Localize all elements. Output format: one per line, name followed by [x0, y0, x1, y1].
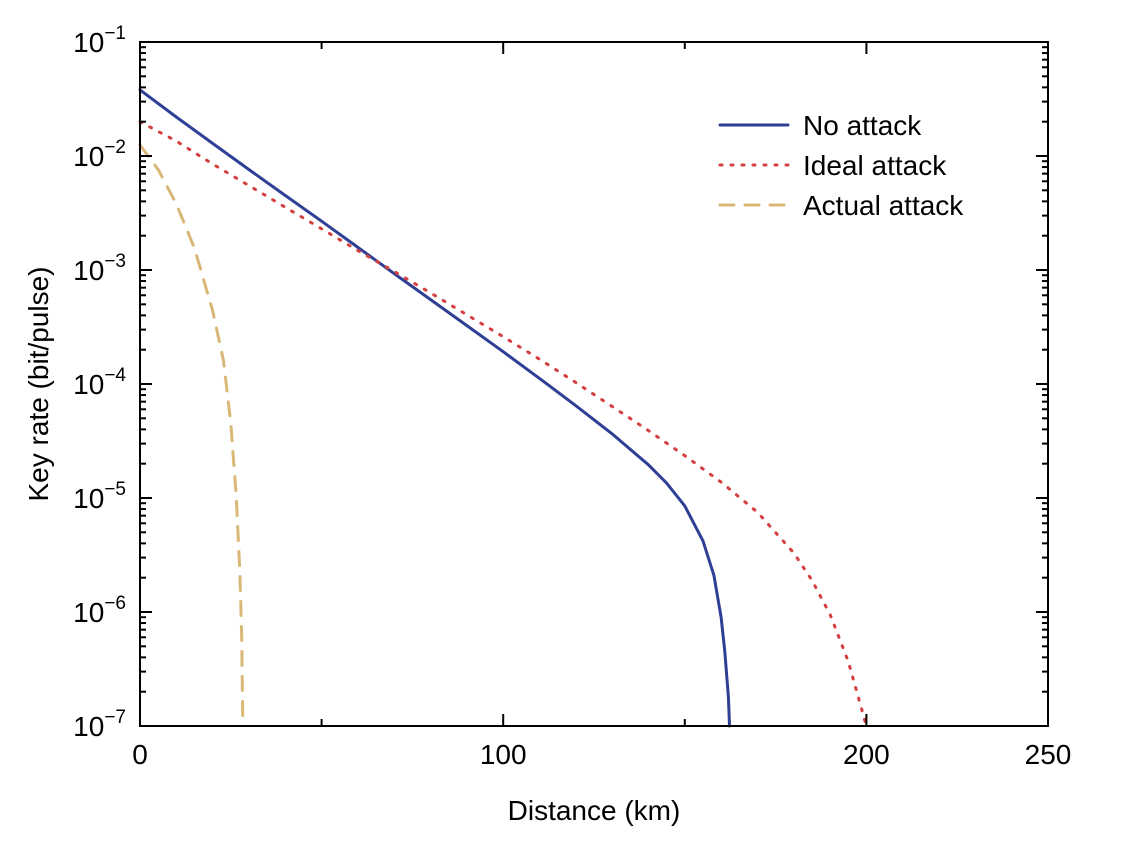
series-layer	[138, 88, 868, 728]
y-tick-label: 10−4	[73, 365, 126, 400]
series-line-2	[138, 143, 245, 728]
x-tick-label: 250	[1025, 739, 1072, 770]
x-tick-label: 0	[132, 739, 148, 770]
legend-label: No attack	[803, 110, 922, 141]
y-tick-label: 10−7	[73, 707, 126, 742]
legend: No attack Ideal attack Actual attack	[718, 110, 964, 221]
y-tick-label: 10−2	[73, 137, 126, 172]
tick-layer	[139, 41, 1049, 727]
x-tick-label: 200	[843, 739, 890, 770]
y-tick-label: 10−3	[73, 251, 126, 286]
y-tick-label: 10−5	[73, 479, 126, 514]
plot-frame	[139, 41, 1049, 727]
y-tick-label: 10−1	[73, 23, 126, 58]
series-line-0	[138, 88, 731, 728]
legend-label: Ideal attack	[803, 150, 947, 181]
y-tick-label: 10−6	[73, 593, 126, 628]
y-axis-title: Key rate (bit/pulse)	[23, 267, 54, 502]
x-tick-label: 100	[480, 739, 527, 770]
legend-label: Actual attack	[803, 190, 964, 221]
series-line-1	[138, 120, 868, 728]
x-axis-title: Distance (km)	[508, 795, 681, 826]
tick-label-layer: 0 100 200 250 10−1 10−2 10−3 10−4 10−5 10−6 10−7	[73, 23, 1071, 770]
